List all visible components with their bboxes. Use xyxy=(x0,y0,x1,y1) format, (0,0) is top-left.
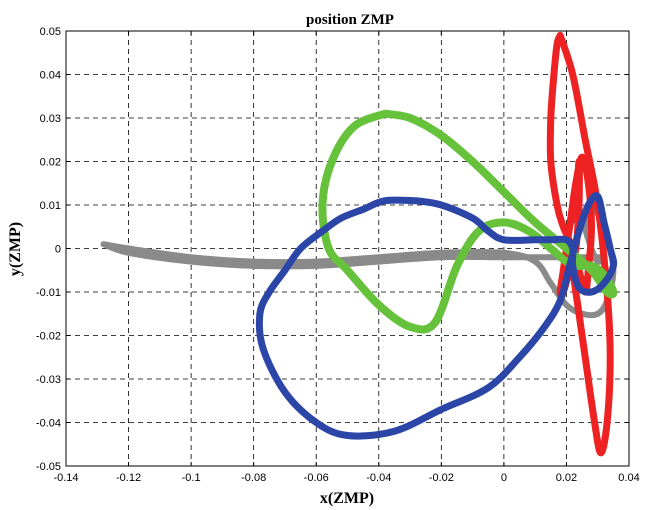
y-tick-label: 0.04 xyxy=(40,70,61,82)
y-tick-label: -0.04 xyxy=(36,418,61,430)
x-tick-label: -0.1 xyxy=(182,472,201,484)
x-tick-label: -0.06 xyxy=(304,472,329,484)
x-tick-label: -0.08 xyxy=(241,472,266,484)
y-axis-label: y(ZMP) xyxy=(7,222,24,276)
y-tick-label: -0.05 xyxy=(36,461,61,473)
ticks-layer: -0.14 -0.12 -0.1 -0.08 -0.06 -0.04 -0.02 0 0.02 0… xyxy=(36,26,640,484)
y-tick-label: 0.01 xyxy=(40,200,61,212)
x-tick-label: -0.04 xyxy=(366,472,391,484)
x-axis-label: x(ZMP) xyxy=(320,490,374,507)
chart-title: position ZMP xyxy=(306,12,394,28)
x-tick-label: -0.02 xyxy=(429,472,454,484)
y-tick-label: -0.01 xyxy=(36,287,61,299)
series-layer xyxy=(100,31,618,457)
x-tick-label: 0.02 xyxy=(556,472,577,484)
y-tick-label: 0.05 xyxy=(40,26,61,38)
x-tick-label: -0.12 xyxy=(116,472,141,484)
y-tick-label: -0.03 xyxy=(36,374,61,386)
y-tick-label: 0.02 xyxy=(40,157,61,169)
y-tick-label: 0.03 xyxy=(40,113,61,125)
x-tick-label: 0.04 xyxy=(618,472,639,484)
x-tick-label: -0.14 xyxy=(53,472,78,484)
x-tick-label: 0 xyxy=(501,472,507,484)
series-line-4 xyxy=(255,192,618,440)
y-tick-label: -0.02 xyxy=(36,331,61,343)
y-tick-label: 0 xyxy=(55,244,61,256)
series-line-3 xyxy=(318,109,618,334)
grid-layer xyxy=(66,31,629,466)
